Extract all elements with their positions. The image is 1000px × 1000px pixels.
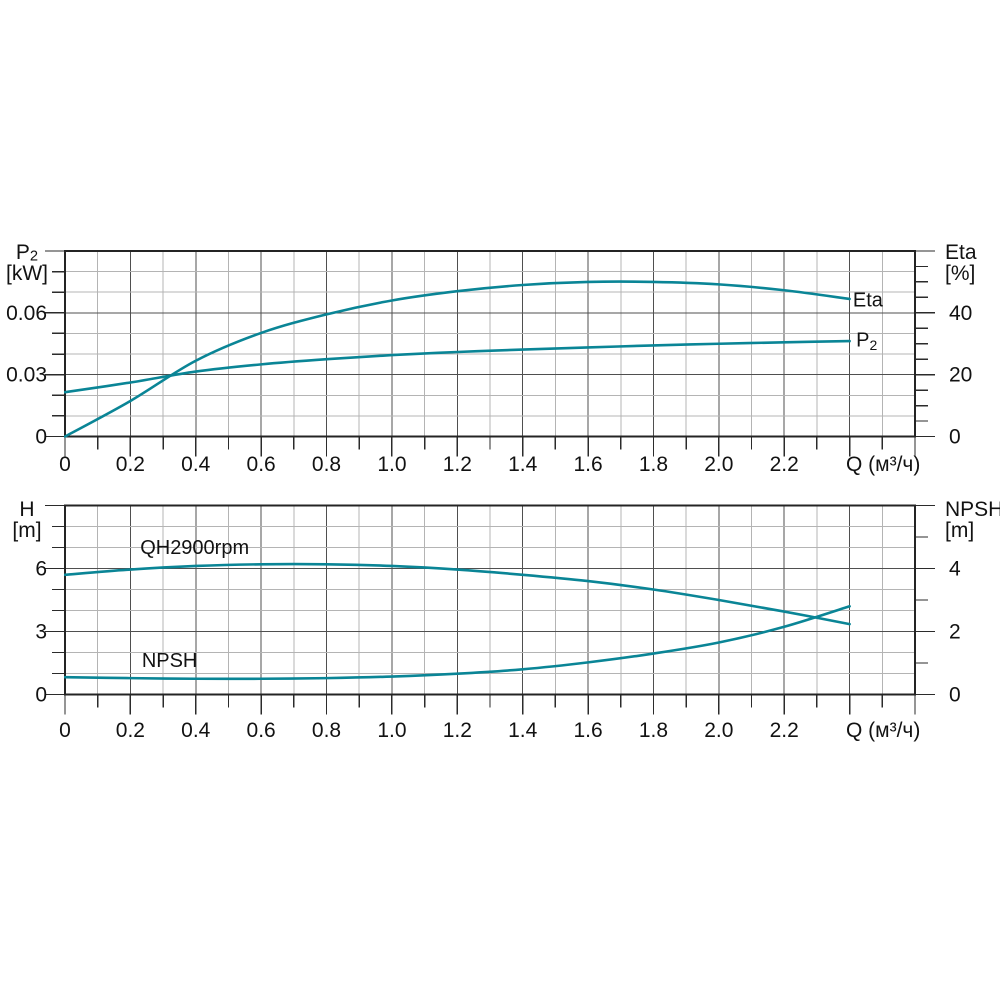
right-tick-label: 0 <box>949 683 961 706</box>
axis-ticks <box>45 504 935 715</box>
x-tick-label: 0.8 <box>312 719 341 742</box>
x-tick-label: 0.2 <box>116 453 145 476</box>
left-axis-unit: [m] <box>12 519 41 542</box>
x-tick-label: 1.2 <box>443 453 472 476</box>
left-tick-label: 0 <box>35 425 47 448</box>
plot-border <box>63 504 917 696</box>
axis-labels: 0 0.2 0.4 0.6 0.8 1.0 1.2 1.4 1.6 1.8 2.0 2.2 Q (м³/… <box>12 498 1000 742</box>
right-tick-label: 2 <box>949 620 961 643</box>
eta-curve <box>64 280 851 438</box>
axis-ticks <box>45 250 935 457</box>
p2-curve-label: P2 <box>856 330 877 353</box>
x-tick-label: 2.2 <box>770 719 799 742</box>
npsh-curve-label: NPSH <box>142 650 198 672</box>
right-tick-label: 20 <box>949 363 972 386</box>
left-axis-name: P2 <box>16 241 38 265</box>
x-tick-label: 1.8 <box>639 453 668 476</box>
plot-border <box>63 249 917 438</box>
grid <box>65 251 915 437</box>
right-axis-unit: [m] <box>945 519 974 542</box>
x-tick-label: 0 <box>59 719 71 742</box>
left-tick-label: 0 <box>35 683 47 706</box>
x-tick-label: 0.4 <box>181 453 211 476</box>
x-tick-label: 1.0 <box>377 719 406 742</box>
npsh-curve <box>64 605 851 681</box>
x-tick-label: 1.6 <box>573 719 602 742</box>
right-axis-unit: [%] <box>945 262 975 285</box>
x-tick-label: 1.2 <box>443 719 472 742</box>
x-tick-label: 0.6 <box>247 453 276 476</box>
x-tick-label: 0 <box>59 453 71 476</box>
qh-curve-label: QH2900rpm <box>140 537 249 559</box>
x-tick-label: 0.2 <box>116 719 145 742</box>
x-tick-label: 1.6 <box>573 453 602 476</box>
x-tick-label: 1.4 <box>508 719 538 742</box>
x-axis-title: Q (м³/ч) <box>846 719 920 742</box>
left-tick-label: 0.06 <box>6 301 47 324</box>
head-npsh-chart: 0 0.2 0.4 0.6 0.8 1.0 1.2 1.4 1.6 1.8 2.0 2.2 Q (м³/… <box>12 498 1000 742</box>
right-tick-label: 0 <box>949 425 961 448</box>
left-axis-unit: [kW] <box>6 262 48 285</box>
x-axis-title: Q (м³/ч) <box>846 453 920 476</box>
qh-curve <box>64 562 851 626</box>
power-efficiency-chart: 0 0.2 0.4 0.6 0.8 1.0 1.2 1.4 1.6 1.8 2.0 2.2 Q (м³/… <box>6 241 977 476</box>
axis-labels: 0 0.2 0.4 0.6 0.8 1.0 1.2 1.4 1.6 1.8 2.0 2.2 Q (м³/… <box>6 241 977 476</box>
x-tick-label: 1.8 <box>639 719 668 742</box>
x-tick-label: 1.0 <box>377 453 406 476</box>
x-tick-label: 0.8 <box>312 453 341 476</box>
x-tick-label: 2.0 <box>704 453 733 476</box>
right-axis-name: NPSH <box>945 498 1000 521</box>
left-tick-label: 6 <box>35 557 47 580</box>
p2-curve <box>64 339 851 394</box>
x-tick-label: 0.6 <box>247 719 276 742</box>
x-tick-label: 0.4 <box>181 719 211 742</box>
right-tick-label: 40 <box>949 301 972 324</box>
left-axis-name: H <box>19 498 34 521</box>
x-tick-label: 2.2 <box>770 453 799 476</box>
right-tick-label: 4 <box>949 557 961 580</box>
eta-curve-label: Eta <box>853 289 884 311</box>
x-tick-label: 2.0 <box>704 719 733 742</box>
left-tick-label: 0.03 <box>6 363 47 386</box>
x-tick-label: 1.4 <box>508 453 538 476</box>
left-tick-label: 3 <box>35 620 47 643</box>
right-axis-name: Eta <box>945 241 977 264</box>
